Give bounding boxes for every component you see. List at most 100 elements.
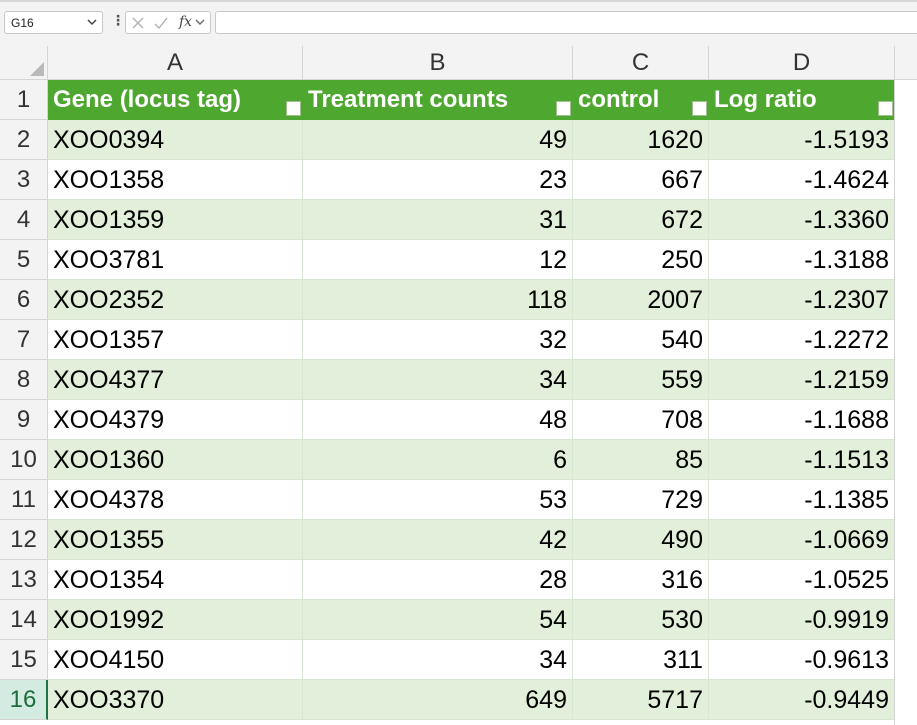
select-all-button[interactable] (0, 46, 48, 80)
gene-cell[interactable]: XOO1360 (48, 440, 303, 480)
control-cell[interactable]: 250 (573, 240, 709, 280)
column-header-e[interactable] (895, 46, 917, 80)
log-ratio-cell[interactable]: -1.4624 (709, 160, 895, 200)
treatment-cell[interactable]: 53 (303, 480, 573, 520)
formula-input[interactable] (215, 11, 917, 34)
control-cell[interactable]: 530 (573, 600, 709, 640)
gene-cell[interactable]: XOO4378 (48, 480, 303, 520)
treatment-cell[interactable]: 12 (303, 240, 573, 280)
gene-cell[interactable]: XOO1992 (48, 600, 303, 640)
row-header-14[interactable]: 14 (0, 600, 48, 640)
control-cell[interactable]: 672 (573, 200, 709, 240)
gene-cell[interactable]: XOO1355 (48, 520, 303, 560)
filter-dropdown-button[interactable] (692, 101, 707, 125)
column-header-b[interactable]: B (303, 46, 573, 80)
control-cell[interactable]: 316 (573, 560, 709, 600)
log-ratio-cell[interactable]: -1.3188 (709, 240, 895, 280)
row-header-16[interactable]: 16 (0, 680, 48, 720)
gene-cell[interactable]: XOO4150 (48, 640, 303, 680)
name-box[interactable]: G16 (4, 11, 103, 34)
control-cell[interactable]: 85 (573, 440, 709, 480)
row-header-10[interactable]: 10 (0, 440, 48, 480)
row-header-6[interactable]: 6 (0, 280, 48, 320)
column-header-c[interactable]: C (573, 46, 709, 80)
treatment-cell[interactable]: 28 (303, 560, 573, 600)
gene-cell[interactable]: XOO3781 (48, 240, 303, 280)
control-cell[interactable]: 2007 (573, 280, 709, 320)
gene-cell[interactable]: XOO4379 (48, 400, 303, 440)
gene-cell[interactable]: XOO1358 (48, 160, 303, 200)
treatment-cell[interactable]: 54 (303, 600, 573, 640)
treatment-cell[interactable]: 49 (303, 120, 573, 160)
gene-cell[interactable]: XOO1359 (48, 200, 303, 240)
row-header-1[interactable]: 1 (0, 80, 48, 120)
control-cell[interactable]: 540 (573, 320, 709, 360)
column-header-d[interactable]: D (709, 46, 895, 80)
header-label: Treatment counts (308, 86, 509, 113)
treatment-cell[interactable]: 6 (303, 440, 573, 480)
log-ratio-cell[interactable]: -1.2307 (709, 280, 895, 320)
row-header-13[interactable]: 13 (0, 560, 48, 600)
row-header-12[interactable]: 12 (0, 520, 48, 560)
column-e-area[interactable] (894, 80, 917, 725)
control-cell[interactable]: 559 (573, 360, 709, 400)
log-ratio-cell[interactable]: -1.2272 (709, 320, 895, 360)
control-cell[interactable]: 729 (573, 480, 709, 520)
treatment-cell[interactable]: 34 (303, 360, 573, 400)
row-header-2[interactable]: 2 (0, 120, 48, 160)
control-cell[interactable]: 490 (573, 520, 709, 560)
check-icon[interactable] (153, 15, 169, 31)
control-cell[interactable]: 1620 (573, 120, 709, 160)
treatment-cell[interactable]: 42 (303, 520, 573, 560)
treatment-cell[interactable]: 34 (303, 640, 573, 680)
log-ratio-cell[interactable]: -0.9613 (709, 640, 895, 680)
gene-cell[interactable]: XOO3370 (48, 680, 303, 720)
table-header-log-ratio[interactable]: Log ratio (709, 80, 895, 126)
column-header-a[interactable]: A (48, 46, 303, 80)
control-cell[interactable]: 311 (573, 640, 709, 680)
treatment-cell[interactable]: 48 (303, 400, 573, 440)
log-ratio-cell[interactable]: -1.5193 (709, 120, 895, 160)
log-ratio-cell[interactable]: -1.0669 (709, 520, 895, 560)
treatment-cell[interactable]: 649 (303, 680, 573, 720)
gene-cell[interactable]: XOO1354 (48, 560, 303, 600)
log-ratio-cell[interactable]: -0.9449 (709, 680, 895, 720)
more-options-icon[interactable]: ⋮ (111, 12, 125, 28)
row-header-3[interactable]: 3 (0, 160, 48, 200)
filter-dropdown-button[interactable] (556, 101, 571, 125)
gene-cell[interactable]: XOO4377 (48, 360, 303, 400)
log-ratio-cell[interactable]: -1.1688 (709, 400, 895, 440)
row-header-5[interactable]: 5 (0, 240, 48, 280)
control-cell[interactable]: 667 (573, 160, 709, 200)
log-ratio-cell[interactable]: -1.0525 (709, 560, 895, 600)
treatment-cell[interactable]: 23 (303, 160, 573, 200)
filter-dropdown-button[interactable] (286, 101, 301, 125)
gene-cell[interactable]: XOO1357 (48, 320, 303, 360)
row-header-7[interactable]: 7 (0, 320, 48, 360)
control-cell[interactable]: 5717 (573, 680, 709, 720)
table-header-control[interactable]: control (573, 80, 709, 125)
sort-descending-button[interactable] (878, 101, 893, 126)
log-ratio-cell[interactable]: -1.2159 (709, 360, 895, 400)
table-header-gene[interactable]: Gene (locus tag) (48, 80, 303, 125)
log-ratio-cell[interactable]: -1.1513 (709, 440, 895, 480)
control-cell[interactable]: 708 (573, 400, 709, 440)
log-ratio-cell[interactable]: -1.1385 (709, 480, 895, 520)
log-ratio-cell[interactable]: -1.3360 (709, 200, 895, 240)
gene-cell[interactable]: XOO0394 (48, 120, 303, 160)
cancel-icon[interactable] (130, 15, 146, 31)
row-header-11[interactable]: 11 (0, 480, 48, 520)
gene-cell[interactable]: XOO2352 (48, 280, 303, 320)
insert-function-icon[interactable]: fx (179, 14, 193, 30)
table-header-treatment[interactable]: Treatment counts (303, 80, 573, 125)
log-ratio-cell[interactable]: -0.9919 (709, 600, 895, 640)
row-header-15[interactable]: 15 (0, 640, 48, 680)
treatment-cell[interactable]: 32 (303, 320, 573, 360)
expand-chevron-icon[interactable] (194, 16, 206, 28)
row-header-9[interactable]: 9 (0, 400, 48, 440)
treatment-cell[interactable]: 118 (303, 280, 573, 320)
row-header-8[interactable]: 8 (0, 360, 48, 400)
treatment-cell[interactable]: 31 (303, 200, 573, 240)
row-header-4[interactable]: 4 (0, 200, 48, 240)
chevron-down-icon[interactable] (86, 16, 98, 28)
